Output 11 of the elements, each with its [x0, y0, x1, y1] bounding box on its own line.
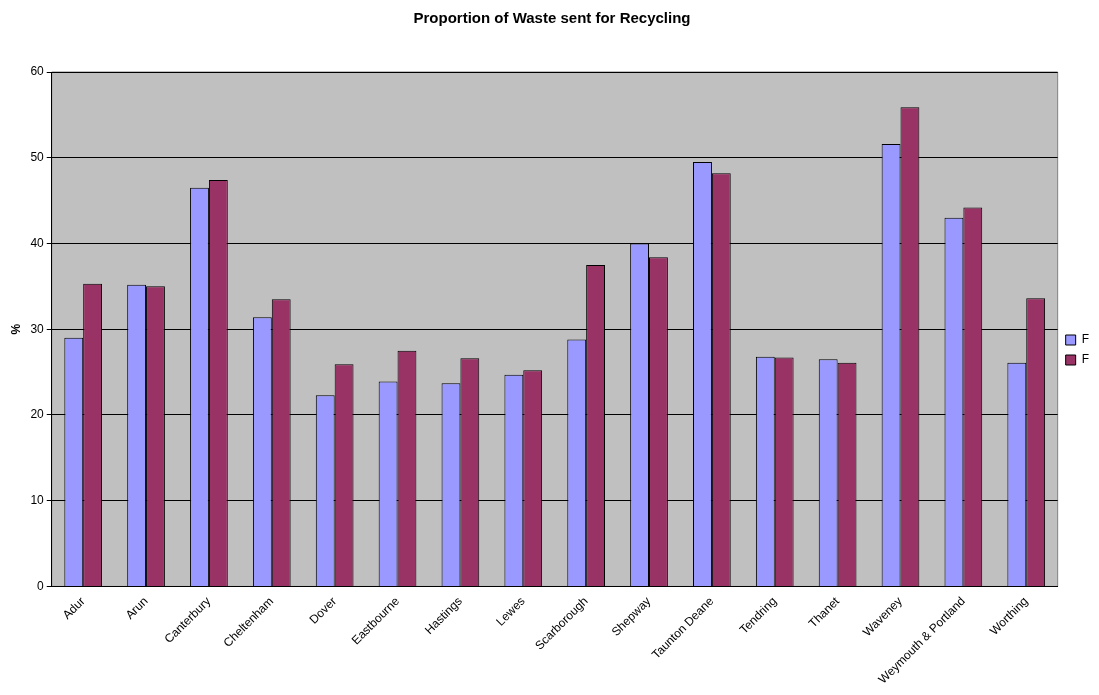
chart-title: Proportion of Waste sent for Recycling	[413, 9, 691, 27]
legend-label: F	[1081, 332, 1090, 347]
y-tick-label: 10	[30, 493, 45, 508]
y-tick-label: 30	[30, 321, 45, 336]
y-tick-label: 50	[30, 150, 45, 165]
y-axis-title: %	[8, 323, 23, 335]
y-tick-label: 60	[30, 64, 45, 79]
legend-label: F	[1081, 352, 1090, 367]
y-tick-label: 20	[30, 407, 45, 422]
y-tick-label: 40	[30, 235, 45, 250]
y-tick-label: 0	[37, 578, 45, 593]
